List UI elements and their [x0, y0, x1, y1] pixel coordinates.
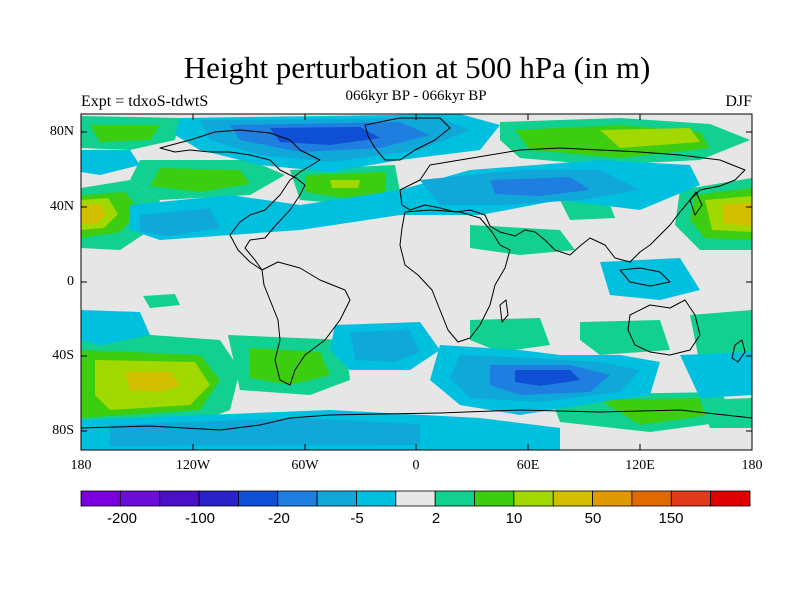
- colorbar-label: -200: [106, 510, 138, 527]
- positive-anomaly-regions: [81, 116, 752, 432]
- colorbar-label: 10: [505, 510, 523, 527]
- lon-label-180w: 180: [70, 458, 92, 473]
- axis-ticks: [81, 114, 752, 450]
- japan-outline: [689, 191, 703, 216]
- season-label: DJF: [725, 93, 752, 110]
- europe-asia-outline: [399, 147, 746, 263]
- negative-anomaly-regions: [81, 114, 752, 450]
- period-label: 066kyr BP - 066kyr BP: [345, 88, 487, 104]
- colorbar-swatch: [474, 490, 515, 507]
- experiment-label: Expt = tdxoS-tdwtS: [81, 93, 209, 110]
- colorbar-swatch: [434, 490, 475, 507]
- lon-label-0: 0: [412, 458, 420, 473]
- lat-label-40s: 40S: [52, 348, 74, 363]
- colorbar-label: 50: [584, 510, 602, 527]
- colorbar-label: -100: [184, 510, 216, 527]
- lon-label-60w: 60W: [291, 458, 319, 473]
- colorbar-label: -20: [268, 510, 290, 527]
- australia-outline: [627, 299, 701, 356]
- lat-label-0: 0: [67, 274, 74, 289]
- colorbar-swatch: [198, 490, 239, 507]
- africa-outline: [399, 209, 511, 343]
- lon-label-120e: 120E: [625, 458, 655, 473]
- colorbar-swatch: [513, 490, 554, 507]
- lat-label-40n: 40N: [49, 199, 74, 214]
- lon-label-60e: 60E: [516, 458, 540, 473]
- colorbar-swatch: [670, 490, 712, 507]
- continent-outlines: [80, 117, 753, 431]
- south-america-outline: [261, 261, 351, 386]
- colorbar-swatch: [316, 490, 357, 507]
- colorbar-swatch: [356, 490, 397, 507]
- madagascar-outline: [499, 299, 509, 323]
- colorbar-swatch: [119, 490, 161, 507]
- lat-label-80s: 80S: [52, 423, 74, 438]
- lat-label-80n: 80N: [49, 124, 74, 139]
- colorbar-label: -5: [350, 510, 364, 527]
- new-zealand-outline: [731, 339, 746, 363]
- lon-label-120w: 120W: [175, 458, 211, 473]
- lon-label-180e: 180: [741, 458, 763, 473]
- colorbar-swatch: [277, 490, 318, 507]
- colorbar-swatch: [552, 490, 593, 507]
- colorbar-swatch: [238, 490, 279, 507]
- colorbar-swatch: [710, 490, 751, 507]
- greenland-outline: [364, 117, 451, 161]
- colorbar-swatch: [395, 490, 436, 507]
- colorbar-label: 2: [431, 510, 441, 527]
- colorbar-label: 150: [658, 510, 684, 527]
- colorbar-swatch: [631, 490, 672, 507]
- map-panel: [80, 113, 753, 451]
- chart-title: Height perturbation at 500 hPa (in m): [183, 50, 651, 85]
- colorbar-swatch: [592, 490, 633, 507]
- indonesia-outline: [619, 267, 671, 287]
- colorbar: [80, 490, 751, 507]
- antarctica-outline: [80, 409, 753, 431]
- colorbar-swatch: [80, 490, 121, 507]
- colorbar-swatch: [159, 490, 200, 507]
